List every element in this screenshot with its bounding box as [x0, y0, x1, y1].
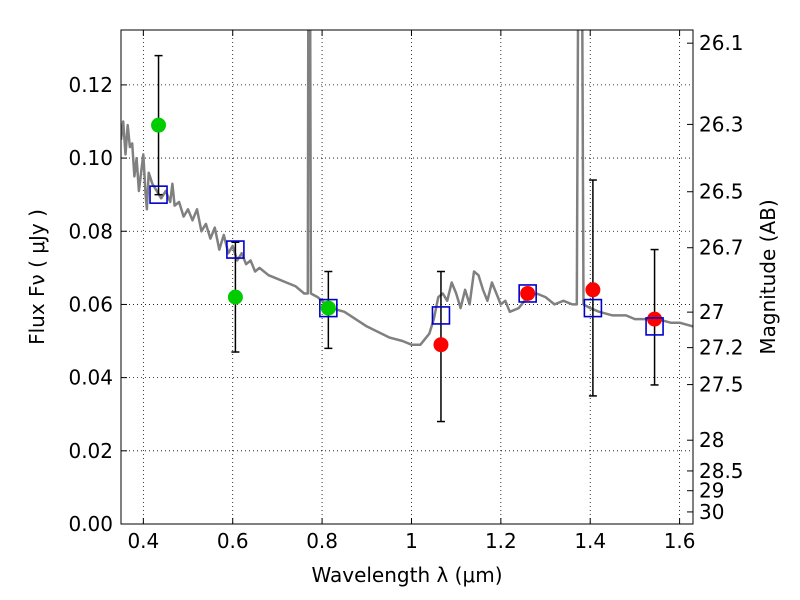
data-point-square — [226, 240, 245, 259]
x-tick-label: 1.2 — [485, 529, 517, 553]
data-point-circle — [647, 311, 663, 327]
data-point-circle — [520, 285, 536, 301]
y2-tick-label: 27.5 — [699, 373, 744, 397]
y2-tick-label: 26.5 — [699, 180, 744, 204]
y2-tick-label: 27 — [699, 300, 724, 324]
data-markers — [149, 117, 664, 353]
y2-tick-label: 28 — [699, 428, 724, 452]
spectrum-line — [121, 30, 693, 346]
data-point-circle — [433, 337, 449, 353]
y-tick-label: 0.10 — [68, 146, 113, 170]
y-tick-label: 0.00 — [68, 512, 113, 536]
y2-tick-label: 28.5 — [699, 459, 744, 483]
plot-frame — [120, 29, 694, 525]
y-tick-label: 0.12 — [68, 73, 113, 97]
y-axis-title: Flux Fν ( μJy ) — [25, 209, 49, 345]
grid — [121, 30, 693, 524]
y-tick-label: 0.06 — [68, 292, 113, 316]
data-point-circle — [585, 282, 601, 298]
data-point-square — [431, 306, 451, 325]
y-tick-label: 0.04 — [68, 366, 113, 390]
data-point-circle — [320, 300, 336, 316]
y-tick-label: 0.02 — [68, 439, 113, 463]
data-point-square — [645, 317, 664, 336]
data-point-square — [583, 298, 603, 318]
data-point-square — [149, 185, 168, 204]
x-axis-title: Wavelength λ (μm) — [311, 563, 502, 587]
x-tick-label: 1.4 — [574, 529, 606, 553]
data-point-square — [518, 284, 537, 303]
y2-tick-label: 26.1 — [699, 31, 744, 55]
x-tick-label: 0.6 — [217, 529, 249, 553]
x-axis-ticks: 0.4 0.6 0.8 1 1.2 1.4 1.6 — [127, 30, 696, 553]
data-point-circle — [227, 289, 243, 305]
x-tick-label: 1 — [405, 529, 418, 553]
y2-tick-label: 27.2 — [699, 336, 744, 360]
x-tick-label: 0.8 — [306, 529, 338, 553]
y2-tick-label: 29 — [699, 479, 724, 503]
x-tick-label: 1.6 — [664, 529, 696, 553]
y2-axis-title: Magnitude (AB) — [756, 199, 780, 354]
y2-tick-label: 26.7 — [699, 236, 744, 260]
data-point-square — [319, 298, 338, 318]
data-point-circle — [151, 117, 167, 133]
x-tick-label: 0.4 — [127, 529, 159, 553]
y-tick-label: 0.08 — [68, 219, 113, 243]
y-axis-ticks: 0.00 0.02 0.04 0.06 0.08 0.10 0.12 — [68, 73, 127, 536]
y2-tick-label: 30 — [699, 500, 724, 524]
y2-tick-label: 26.3 — [699, 112, 744, 136]
model-spectrum — [121, 30, 693, 346]
